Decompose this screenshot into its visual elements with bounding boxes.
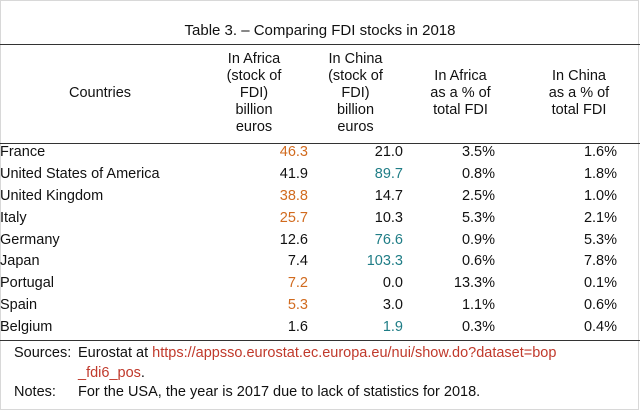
table-title: Table 3. – Comparing FDI stocks in 2018 — [184, 22, 456, 39]
china-stock-cell: 10.3 — [374, 209, 403, 226]
header-africa-pct: In Africa as a % of total FDI — [403, 45, 518, 142]
header-line: billion — [336, 102, 375, 118]
table-row: Belgium 1.6 1.9 0.3% 0.4% — [0, 316, 640, 338]
africa-pct-cell: 0.6% — [461, 253, 495, 270]
header-line: (stock of — [328, 68, 383, 84]
africa-stock-cell: 1.6 — [287, 318, 308, 335]
table-row: Portugal 7.2 0.0 13.3% 0.1% — [0, 273, 640, 295]
china-pct-cell: 7.8% — [583, 253, 617, 270]
china-pct-cell: 1.0% — [583, 187, 617, 204]
china-pct-cell: 2.1% — [583, 209, 617, 226]
table-row: Germany 12.6 76.6 0.9% 5.3% — [0, 229, 640, 251]
africa-pct-cell: 1.1% — [461, 296, 495, 313]
country-cell: Italy — [0, 209, 27, 226]
africa-pct-cell: 5.3% — [461, 209, 495, 226]
africa-pct-cell: 0.8% — [461, 166, 495, 183]
china-stock-cell: 3.0 — [382, 296, 403, 313]
sources-link[interactable]: https://appsso.eurostat.ec.europa.eu/nui… — [78, 345, 557, 381]
africa-stock-cell: 7.4 — [287, 253, 308, 270]
country-cell: Belgium — [0, 318, 53, 335]
header-china-pct: In China as a % of total FDI — [518, 45, 640, 142]
header-line: (stock of — [226, 68, 282, 84]
sources-text: Eurostat at — [78, 345, 153, 361]
country-cell: United Kingdom — [0, 187, 104, 204]
header-line: euros — [235, 119, 273, 135]
country-cell: Japan — [0, 253, 40, 270]
africa-pct-cell: 3.5% — [461, 144, 495, 161]
africa-stock-cell: 38.8 — [279, 187, 308, 204]
header-line: total FDI — [433, 102, 488, 118]
header-line: FDI) — [341, 85, 370, 101]
china-pct-cell: 1.6% — [583, 144, 617, 161]
china-stock-cell: 14.7 — [374, 187, 403, 204]
table-body: France 46.3 21.0 3.5% 1.6% United States of A… — [0, 142, 640, 338]
africa-pct-cell: 2.5% — [461, 187, 495, 204]
africa-stock-cell: 41.9 — [279, 166, 308, 183]
china-stock-cell: 103.3 — [366, 253, 403, 270]
country-cell: Portugal — [0, 275, 55, 292]
header-line: euros — [337, 119, 374, 135]
table-row: Japan 7.4 103.3 0.6% 7.8% — [0, 251, 640, 273]
fdi-table: Countries In Africa (stock of FDI) billion e… — [0, 45, 640, 338]
table-row: Spain 5.3 3.0 1.1% 0.6% — [0, 295, 640, 317]
country-cell: Germany — [0, 231, 60, 248]
notes-text: For the USA, the year is 2017 due to lac… — [78, 384, 481, 400]
table-row: United States of America 41.9 89.7 0.8% 1.8% — [0, 164, 640, 186]
country-cell: United States of America — [0, 166, 160, 183]
header-africa-stock: In Africa (stock of FDI) billion euros — [200, 45, 308, 142]
china-stock-cell: 21.0 — [374, 144, 403, 161]
country-cell: France — [0, 144, 46, 161]
china-stock-cell: 89.7 — [374, 166, 403, 183]
sources-label: Sources: — [14, 345, 72, 361]
bottom-rule — [0, 340, 640, 341]
table-row: Italy 25.7 10.3 5.3% 2.1% — [0, 207, 640, 229]
header-line: billion — [235, 102, 273, 118]
table-row: United Kingdom 38.8 14.7 2.5% 1.0% — [0, 186, 640, 208]
china-pct-cell: 0.6% — [583, 296, 617, 313]
header-rule — [0, 143, 640, 144]
africa-stock-cell: 7.2 — [287, 275, 308, 292]
china-pct-cell: 5.3% — [583, 231, 617, 248]
header-line: FDI) — [239, 85, 269, 101]
header-line: Countries — [68, 85, 132, 101]
header-line: as a % of — [548, 85, 610, 101]
china-pct-cell: 0.4% — [583, 318, 617, 335]
africa-stock-cell: 25.7 — [279, 209, 308, 226]
header-row: Countries In Africa (stock of FDI) billion e… — [0, 45, 640, 142]
top-rule — [0, 44, 640, 45]
africa-stock-cell: 12.6 — [279, 231, 308, 248]
header-line: In China — [328, 51, 383, 67]
notes-label: Notes: — [14, 384, 56, 400]
country-cell: Spain — [0, 296, 38, 313]
header-china-stock: In China (stock of FDI) billion euros — [308, 45, 403, 142]
table-row: France 46.3 21.0 3.5% 1.6% — [0, 142, 640, 164]
africa-pct-cell: 13.3% — [453, 275, 495, 292]
header-line: In Africa — [227, 51, 281, 67]
header-countries: Countries — [0, 45, 200, 142]
china-stock-cell: 1.9 — [382, 318, 403, 335]
africa-stock-cell: 46.3 — [279, 144, 308, 161]
header-line: In China — [551, 68, 606, 84]
china-pct-cell: 1.8% — [583, 166, 617, 183]
header-line: total FDI — [551, 102, 607, 118]
china-stock-cell: 0.0 — [382, 275, 403, 292]
header-line: In Africa — [434, 68, 487, 84]
africa-pct-cell: 0.9% — [461, 231, 495, 248]
china-pct-cell: 0.1% — [583, 275, 617, 292]
header-line: as a % of — [430, 85, 491, 101]
africa-pct-cell: 0.3% — [461, 318, 495, 335]
africa-stock-cell: 5.3 — [287, 296, 308, 313]
china-stock-cell: 76.6 — [374, 231, 403, 248]
